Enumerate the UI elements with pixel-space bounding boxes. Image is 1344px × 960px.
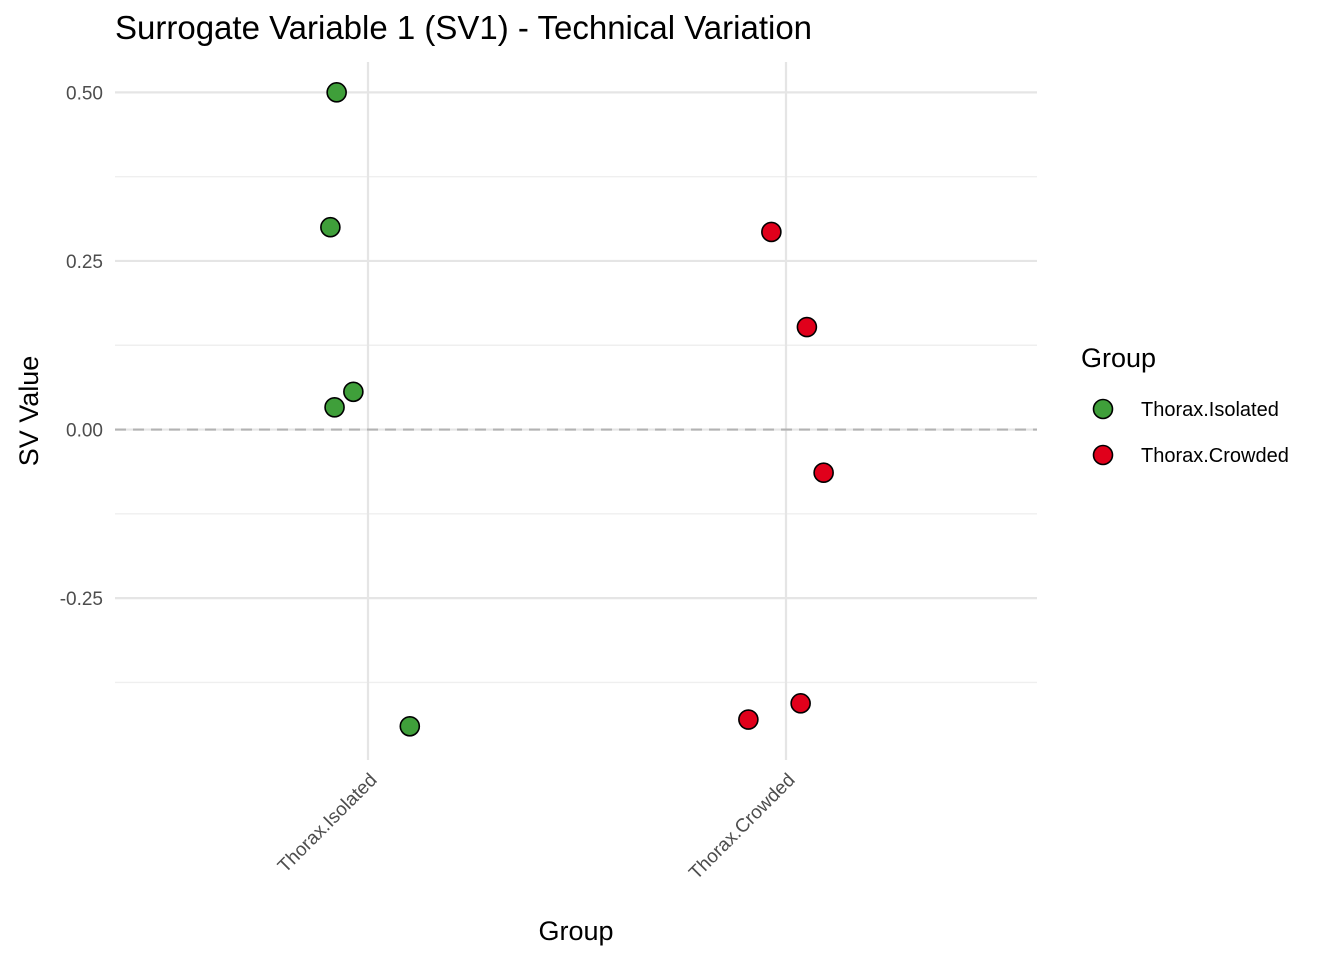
y-axis-ticks: -0.25 0.00 0.25 0.50	[60, 83, 103, 610]
x-axis-ticks: Thorax.Isolated Thorax.Crowded	[274, 770, 799, 884]
y-tick-label: 0.00	[66, 421, 103, 442]
x-axis-title: Group	[538, 916, 613, 946]
legend-key	[1092, 444, 1114, 466]
data-point	[813, 462, 834, 484]
y-axis-title: SV Value	[14, 356, 44, 467]
y-tick-label: 0.25	[66, 252, 103, 273]
legend-key	[1092, 398, 1114, 420]
data-point	[343, 381, 364, 403]
gridlines	[115, 62, 1037, 760]
legend-label: Thorax.Isolated	[1141, 399, 1279, 421]
y-tick-label: -0.25	[60, 589, 103, 610]
legend-title: Group	[1081, 343, 1156, 373]
data-points	[320, 82, 834, 737]
data-point	[738, 709, 759, 730]
data-point	[399, 715, 421, 737]
chart-title: Surrogate Variable 1 (SV1) - Technical V…	[115, 9, 812, 46]
legend: Group Thorax.Isolated Thorax.Crowded	[1081, 343, 1289, 467]
plot-panel	[115, 62, 1037, 760]
data-point	[326, 82, 347, 103]
data-point	[761, 221, 782, 243]
y-tick-label: 0.50	[66, 83, 103, 104]
x-tick-label: Thorax.Crowded	[685, 770, 799, 884]
legend-label: Thorax.Crowded	[1141, 445, 1289, 467]
data-point	[790, 693, 811, 714]
data-point	[320, 216, 341, 238]
data-point	[796, 316, 818, 338]
x-tick-label: Thorax.Isolated	[274, 770, 381, 877]
data-point	[324, 396, 345, 418]
